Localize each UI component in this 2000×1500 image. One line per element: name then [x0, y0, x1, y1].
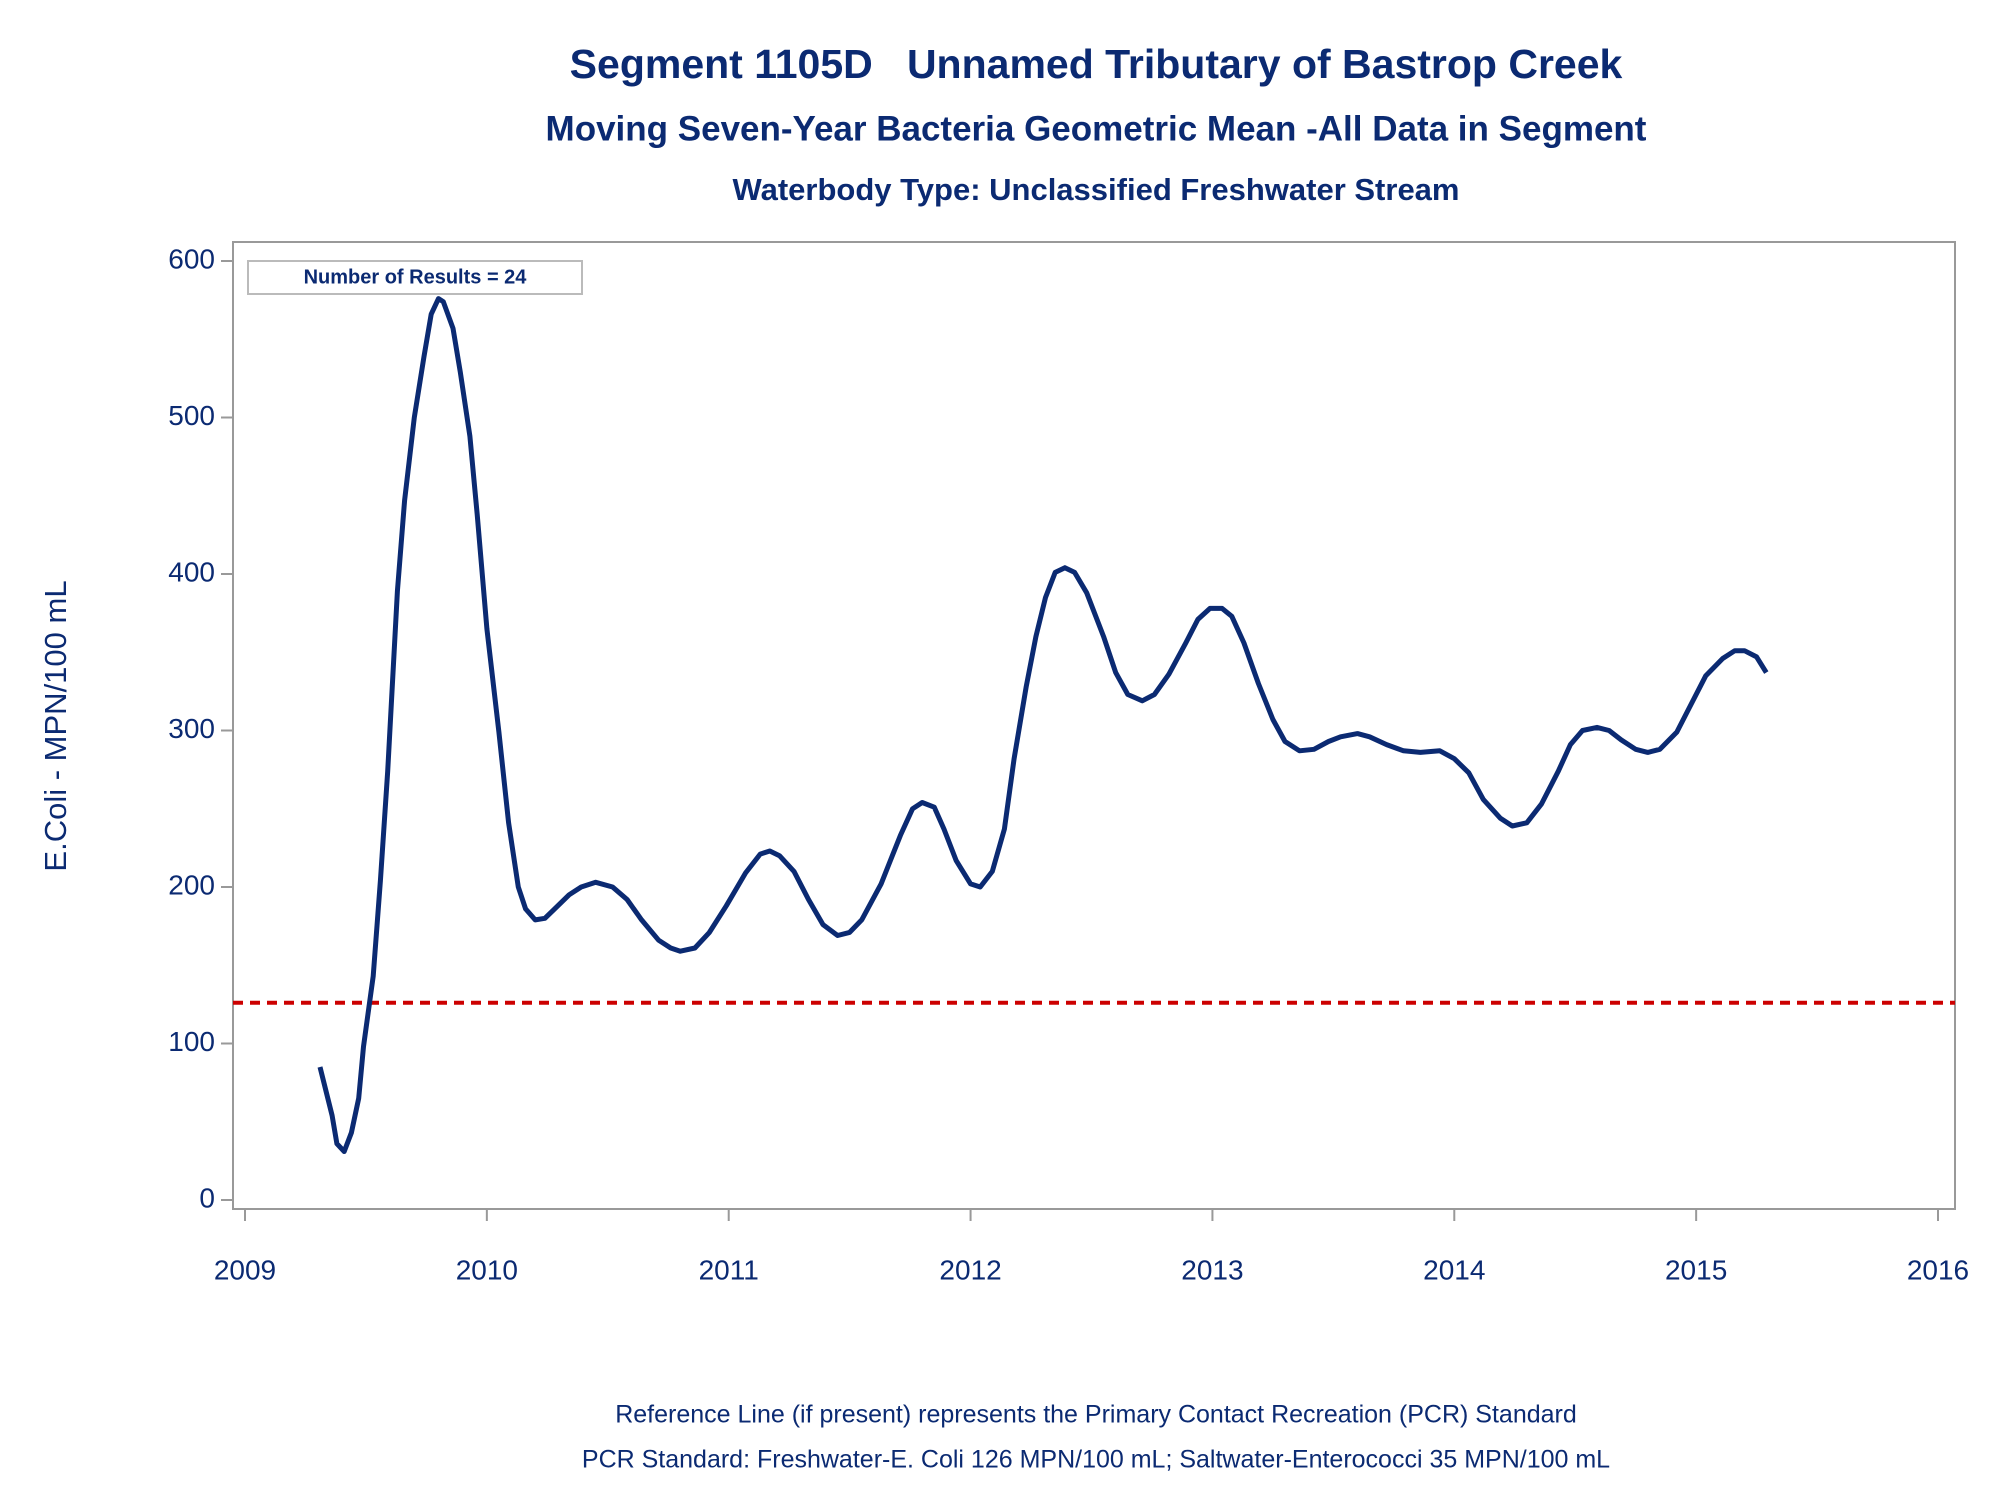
y-tick-label: 500 — [168, 400, 215, 431]
x-tick-label: 2009 — [214, 1254, 276, 1285]
y-tick-label: 0 — [199, 1182, 215, 1213]
y-axis-label: E.Coli - MPN/100 mL — [38, 580, 73, 871]
x-tick-label: 2014 — [1423, 1254, 1485, 1285]
annotation: Number of Results = 24 — [304, 266, 528, 288]
chart-title: Segment 1105D Unnamed Tributary of Bastr… — [570, 41, 1623, 87]
y-tick-label: 100 — [168, 1026, 215, 1057]
footnote: Reference Line (if present) represents t… — [615, 1401, 1577, 1429]
y-tick-label: 200 — [168, 869, 215, 900]
x-tick-label: 2010 — [456, 1254, 518, 1285]
y-tick-label: 600 — [168, 243, 215, 274]
x-tick-label: 2011 — [699, 1254, 759, 1285]
annotation-box — [247, 260, 583, 295]
y-tick-label: 300 — [168, 713, 215, 744]
x-tick-label: 2016 — [1907, 1254, 1969, 1285]
chart-subtitle: Moving Seven-Year Bacteria Geometric Mea… — [546, 109, 1647, 148]
y-tick-label: 400 — [168, 556, 215, 587]
footnote: PCR Standard: Freshwater-E. Coli 126 MPN… — [582, 1446, 1610, 1474]
x-tick-label: 2013 — [1181, 1254, 1243, 1285]
plot-frame — [232, 241, 1956, 1210]
x-tick-label: 2012 — [939, 1254, 1001, 1285]
chart-subtitle: Waterbody Type: Unclassified Freshwater … — [733, 172, 1460, 207]
x-tick-label: 2015 — [1665, 1254, 1727, 1285]
data-line — [317, 296, 1769, 1154]
